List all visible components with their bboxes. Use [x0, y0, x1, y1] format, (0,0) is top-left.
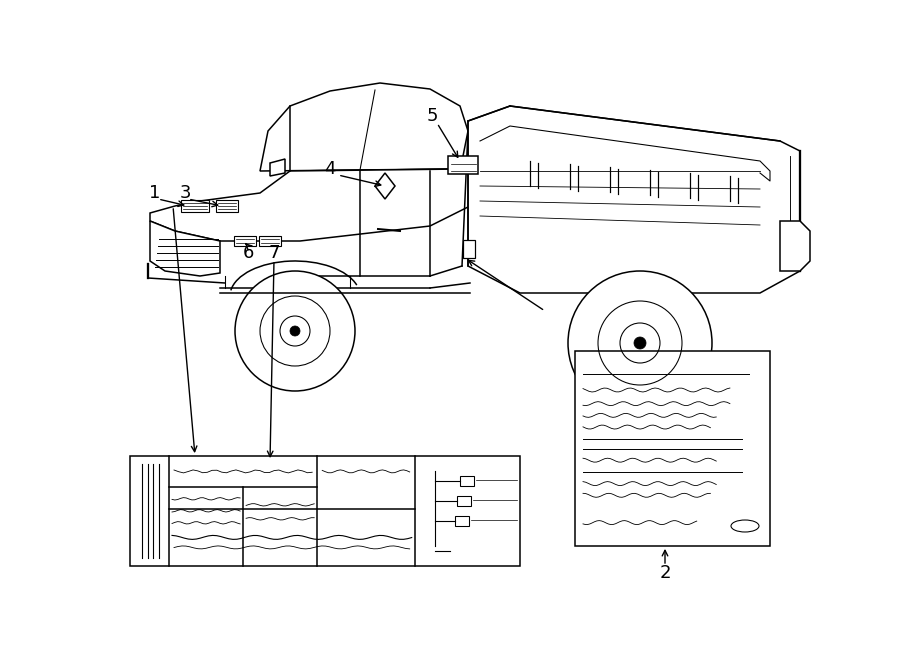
Bar: [259, 236, 281, 246]
Text: 6: 6: [242, 244, 254, 262]
Bar: [181, 200, 209, 212]
Circle shape: [634, 337, 646, 349]
Bar: [216, 200, 238, 212]
Polygon shape: [150, 221, 220, 276]
Polygon shape: [260, 83, 468, 171]
Bar: [463, 240, 475, 258]
Polygon shape: [150, 169, 490, 241]
Bar: [460, 476, 473, 486]
Bar: [575, 351, 770, 546]
Polygon shape: [780, 221, 810, 271]
Circle shape: [290, 326, 300, 336]
Circle shape: [568, 271, 712, 415]
Polygon shape: [290, 89, 430, 171]
Polygon shape: [468, 106, 800, 293]
Circle shape: [235, 271, 355, 391]
Text: 3: 3: [179, 184, 191, 202]
Bar: [454, 516, 469, 526]
Bar: [130, 456, 520, 566]
Bar: [456, 496, 471, 506]
Bar: [234, 236, 256, 246]
Text: 2: 2: [659, 564, 670, 582]
Bar: [448, 156, 478, 174]
Text: 7: 7: [268, 244, 280, 262]
Text: 1: 1: [149, 184, 161, 202]
Polygon shape: [430, 106, 468, 171]
Polygon shape: [270, 159, 285, 176]
Text: 5: 5: [427, 107, 437, 125]
Text: 4: 4: [324, 160, 336, 178]
